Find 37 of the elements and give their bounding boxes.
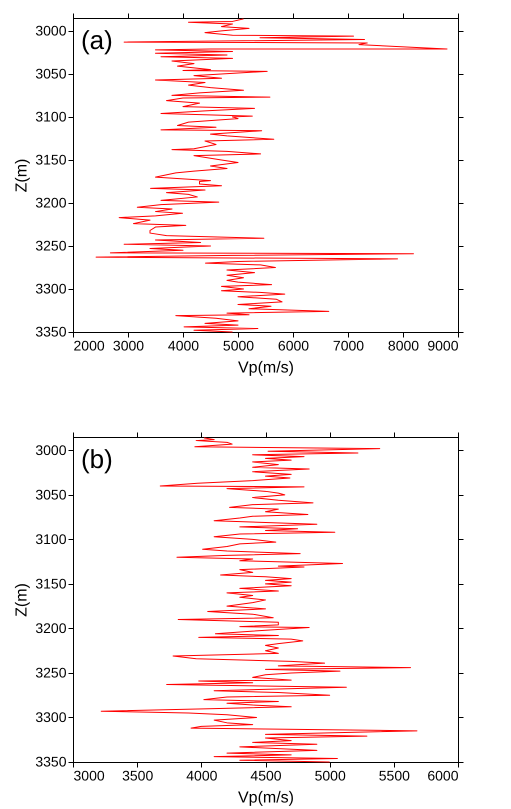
annotation: (a) xyxy=(81,25,113,55)
y-tick-label: 3050 xyxy=(35,65,67,82)
y-tick-label: 3100 xyxy=(35,530,67,547)
y-tick-label: 3350 xyxy=(35,324,67,340)
y-tick-label: 3300 xyxy=(35,280,67,296)
x-tick-label: 6000 xyxy=(278,338,310,354)
x-tick-label: 4500 xyxy=(250,768,282,784)
y-tick-label: 3250 xyxy=(35,237,67,254)
x-tick-label: 3000 xyxy=(112,338,144,354)
x-tick-label: 3000 xyxy=(74,768,105,784)
y-tick-label: 3200 xyxy=(35,194,67,210)
x-tick-label: 5500 xyxy=(378,768,410,784)
annotation: (b) xyxy=(81,444,113,474)
y-tick-label: 3300 xyxy=(35,708,67,725)
y-tick-label: 3200 xyxy=(35,620,67,636)
y-tick-label: 3050 xyxy=(35,486,67,502)
x-tick-label: 7000 xyxy=(332,338,364,354)
y-axis-title: Z(m) xyxy=(13,583,30,617)
y-tick-label: 3000 xyxy=(35,442,67,458)
x-tick-label: 6000 xyxy=(427,768,459,784)
y-tick-label: 3150 xyxy=(35,575,67,592)
y-tick-label: 3100 xyxy=(35,108,67,124)
x-tick-label: 8000 xyxy=(388,338,420,354)
x-tick-label: 9000 xyxy=(427,338,459,354)
y-tick-label: 3000 xyxy=(35,22,67,38)
y-tick-label: 3350 xyxy=(35,754,67,770)
y-tick-label: 3150 xyxy=(35,151,67,168)
y-axis-title: Z(m) xyxy=(13,158,30,192)
x-tick-label: 3500 xyxy=(122,768,154,784)
x-tick-label: 5000 xyxy=(314,768,346,784)
x-axis-title: Vp(m/s) xyxy=(238,360,294,376)
x-tick-label: 4000 xyxy=(168,338,200,354)
x-tick-label: 5000 xyxy=(222,338,254,354)
x-axis-title: Vp(m/s) xyxy=(238,790,294,806)
x-tick-label: 2000 xyxy=(74,338,105,354)
y-tick-label: 3250 xyxy=(35,664,67,680)
x-tick-label: 4000 xyxy=(186,768,218,784)
